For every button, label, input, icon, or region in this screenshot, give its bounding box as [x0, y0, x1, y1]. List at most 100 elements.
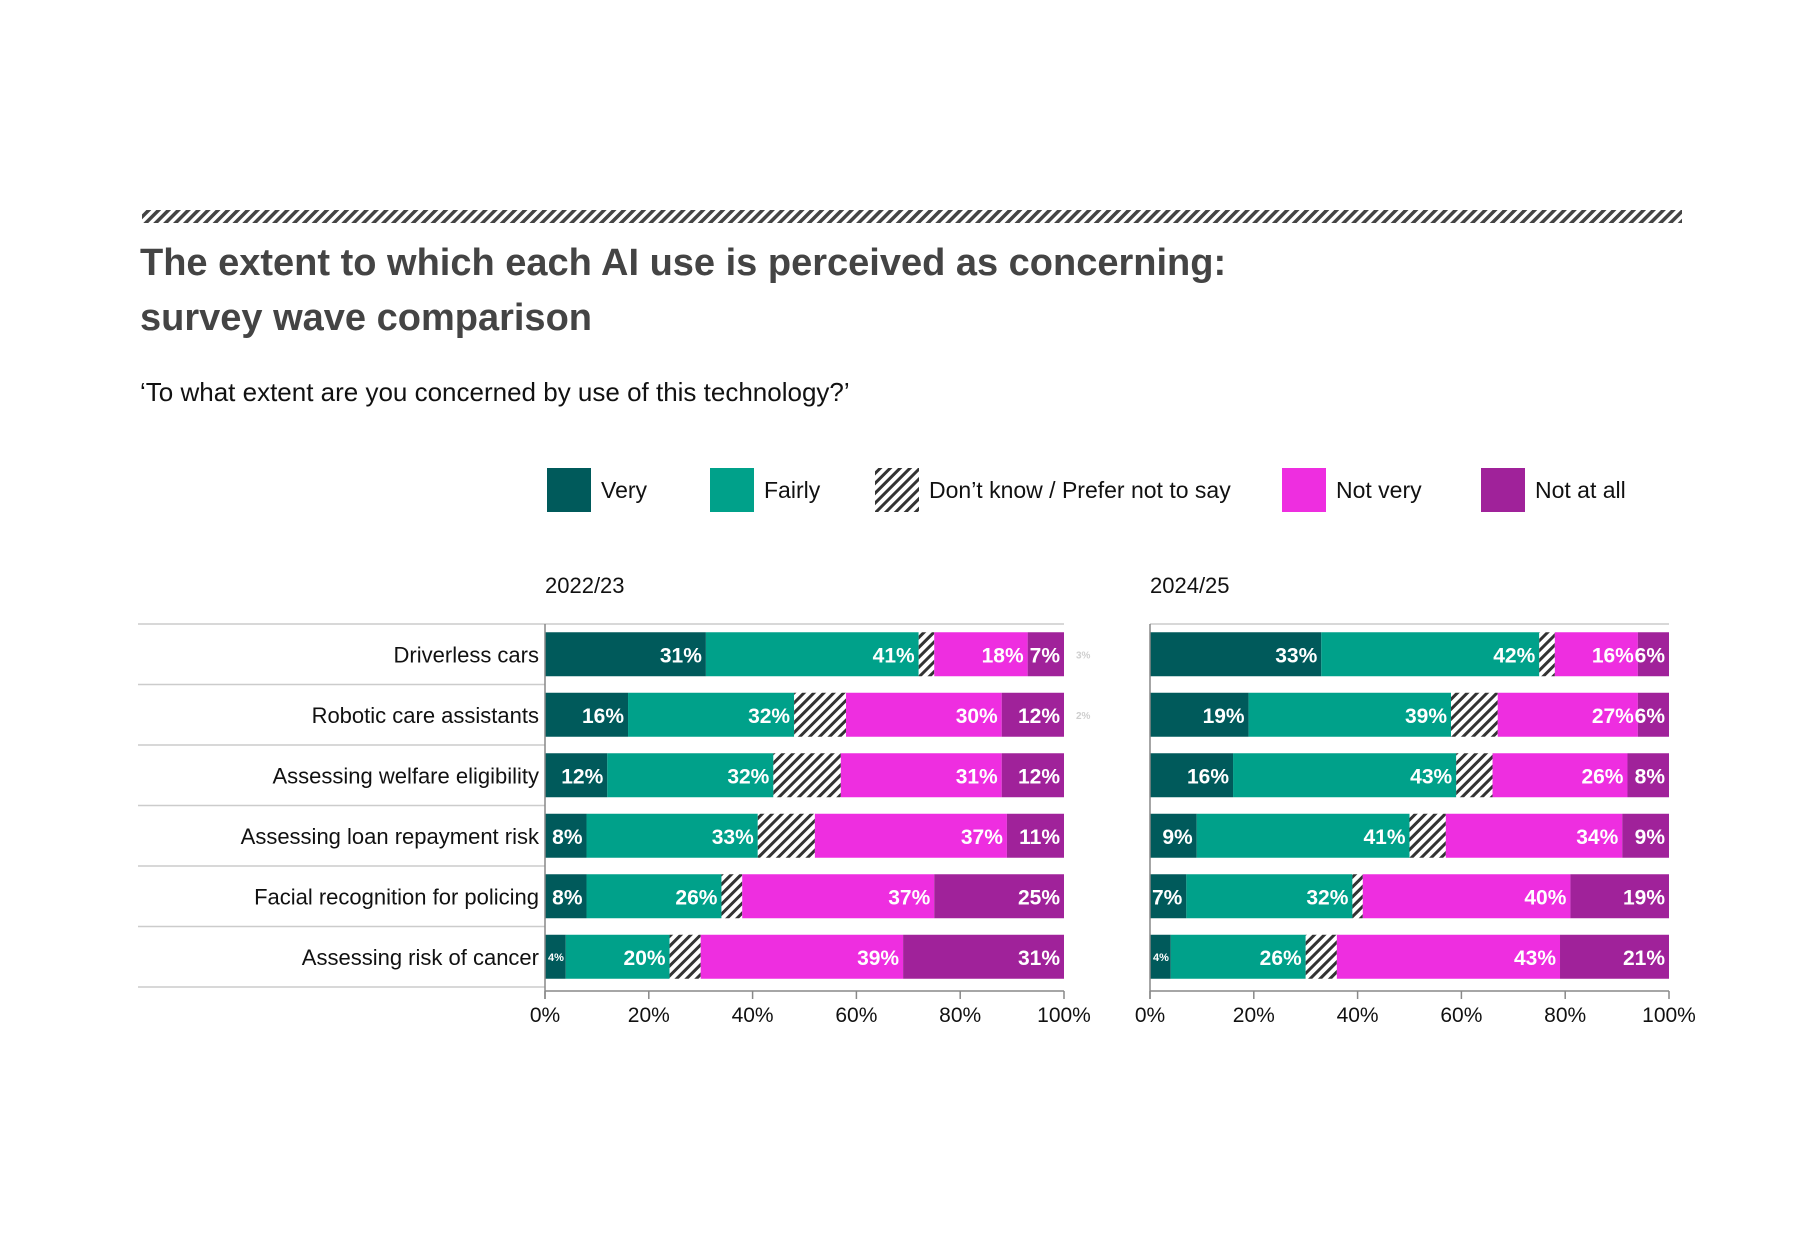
data-label-not_very: 18%: [982, 644, 1024, 667]
data-label-very: 4%: [548, 952, 564, 964]
bar-segment-fairly: [586, 813, 758, 858]
x-tick-label: 100%: [1037, 1004, 1091, 1027]
data-label-very: 9%: [1162, 826, 1193, 849]
bar-segment-not_very: [1492, 753, 1628, 798]
legend: Very Fairly Don’t know / Prefer not to say…: [547, 468, 1626, 512]
bar-segment-not_very: [1362, 874, 1571, 919]
bar-segment-not_very: [1445, 813, 1623, 858]
chart-subtitle: ‘To what extent are you concerned by use…: [140, 377, 850, 407]
bar-segment-not_very: [840, 753, 1002, 798]
bar-segment-dont_know: [918, 632, 935, 677]
legend-swatch-not_at_all: [1481, 468, 1525, 512]
bar-segment-fairly: [1233, 753, 1457, 798]
x-tick-label: 40%: [1337, 1004, 1379, 1027]
data-label-very: 8%: [552, 826, 583, 849]
data-label-very: 4%: [1153, 952, 1169, 964]
bar-segment-not_very: [846, 692, 1002, 737]
bar-segment-fairly: [586, 874, 722, 919]
x-tick-label: 60%: [835, 1004, 877, 1027]
bar-segment-very: [545, 753, 608, 798]
bar-segment-dont_know: [1539, 632, 1555, 677]
bar-segment-not_at_all: [1006, 813, 1064, 858]
bar-segment-fairly: [628, 692, 795, 737]
data-label-not_very: 16%: [1592, 644, 1634, 667]
data-label-not_at_all: 7%: [1030, 644, 1061, 667]
data-label-not_at_all: 31%: [1018, 947, 1060, 970]
bar-segment-not_very: [1336, 934, 1561, 979]
panel-2022-23: 2022/23 31% 41% 3% 18% 7% 16% 32% 2% 30% 12% 12% 32%…: [530, 573, 1091, 1027]
legend-swatch-fairly: [710, 468, 754, 512]
data-label-very: 19%: [1203, 705, 1245, 728]
data-label-not_very: 37%: [961, 826, 1003, 849]
legend-label-very: Very: [601, 477, 648, 503]
bar-segment-fairly: [705, 632, 919, 677]
bar-row-facial-recognition-for-policing: 7% 32% 40% 19%: [1150, 874, 1669, 919]
data-label-dont_know: 3%: [1076, 650, 1091, 661]
category-label-facial-recognition-for-policing: Facial recognition for policing: [254, 884, 539, 909]
bar-segment-not_at_all: [1001, 692, 1064, 737]
panel-title: 2024/25: [1150, 573, 1230, 598]
bar-segment-fairly: [607, 753, 774, 798]
bar-segment-very: [1150, 813, 1197, 858]
legend-swatch-dont_know: [875, 468, 919, 512]
data-label-very: 12%: [561, 765, 603, 788]
bar-segment-very: [545, 632, 706, 677]
x-tick-label: 60%: [1440, 1004, 1482, 1027]
bar-row-driverless-cars: 31% 41% 3% 18% 7%: [545, 632, 1091, 677]
data-label-not_at_all: 21%: [1623, 947, 1665, 970]
data-label-very: 16%: [582, 705, 624, 728]
bar-segment-very: [1150, 934, 1171, 979]
bar-segment-very: [1150, 753, 1234, 798]
legend-swatch-not_very: [1282, 468, 1326, 512]
bar-segment-very: [545, 874, 587, 919]
data-label-not_very: 31%: [956, 765, 998, 788]
bar-segment-dont_know: [1409, 813, 1446, 858]
data-label-not_at_all: 6%: [1635, 705, 1666, 728]
data-label-fairly: 41%: [1363, 826, 1405, 849]
data-label-fairly: 32%: [727, 765, 769, 788]
data-label-not_very: 26%: [1581, 765, 1623, 788]
chart-panels: 2022/23 31% 41% 3% 18% 7% 16% 32% 2% 30% 12% 12% 32%…: [530, 573, 1696, 1027]
bar-row-assessing-welfare-eligibility: 16% 43% 26% 8%: [1150, 753, 1669, 798]
data-label-not_very: 30%: [956, 705, 998, 728]
data-label-fairly: 26%: [675, 886, 717, 909]
category-label-driverless-cars: Driverless cars: [394, 642, 539, 667]
bar-segment-not_at_all: [1560, 934, 1669, 979]
data-label-not_at_all: 6%: [1635, 644, 1666, 667]
x-tick-label: 20%: [1233, 1004, 1275, 1027]
data-label-not_very: 34%: [1576, 826, 1618, 849]
data-label-fairly: 26%: [1260, 947, 1302, 970]
row-dividers: [138, 623, 545, 988]
legend-label-fairly: Fairly: [764, 477, 821, 503]
bar-segment-dont_know: [1456, 753, 1493, 798]
bar-segment-very: [1150, 874, 1187, 919]
data-label-dont_know: 2%: [1076, 711, 1091, 722]
data-label-fairly: 32%: [748, 705, 790, 728]
bar-segment-dont_know: [757, 813, 815, 858]
bar-segment-very: [545, 813, 587, 858]
category-label-assessing-loan-repayment-risk: Assessing loan repayment risk: [241, 824, 540, 849]
data-label-not_at_all: 12%: [1018, 705, 1060, 728]
data-label-not_at_all: 25%: [1018, 886, 1060, 909]
category-label-assessing-welfare-eligibility: Assessing welfare eligibility: [272, 763, 539, 788]
data-label-fairly: 32%: [1306, 886, 1348, 909]
bar-row-assessing-risk-of-cancer: 4% 20% 39% 31%: [545, 934, 1064, 979]
data-label-not_very: 27%: [1592, 705, 1634, 728]
bar-segment-dont_know: [1352, 874, 1363, 919]
data-label-fairly: 39%: [1405, 705, 1447, 728]
data-label-not_at_all: 12%: [1018, 765, 1060, 788]
x-tick-label: 100%: [1642, 1004, 1696, 1027]
x-tick-label: 40%: [732, 1004, 774, 1027]
legend-label-not_at_all: Not at all: [1535, 477, 1626, 503]
bar-segment-not_at_all: [934, 874, 1064, 919]
bar-segment-fairly: [1321, 632, 1540, 677]
data-label-very: 16%: [1187, 765, 1229, 788]
bar-segment-dont_know: [773, 753, 841, 798]
x-tick-label: 20%: [628, 1004, 670, 1027]
bar-row-assessing-risk-of-cancer: 4% 26% 43% 21%: [1150, 934, 1669, 979]
bar-segment-fairly: [1186, 874, 1353, 919]
bar-segment-not_at_all: [1570, 874, 1669, 919]
bar-segment-dont_know: [1451, 692, 1498, 737]
